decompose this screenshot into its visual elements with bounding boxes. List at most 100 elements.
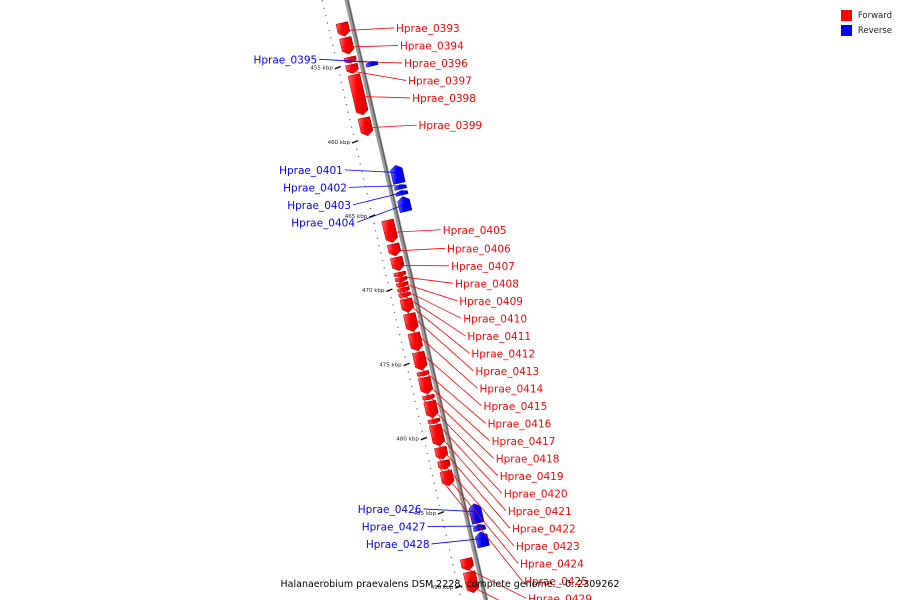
gene-label[interactable]: Hprae_0415 [484, 401, 548, 413]
scale-minor-tick [374, 230, 377, 232]
label-leader-line [398, 296, 470, 354]
gene-label[interactable]: Hprae_0406 [447, 243, 511, 255]
gene-label[interactable]: Hprae_0428 [366, 539, 430, 551]
gene-label[interactable]: Hprae_0423 [516, 541, 580, 553]
label-leader-line [438, 466, 519, 564]
gene-label[interactable]: Hprae_0412 [471, 348, 535, 360]
gene-label[interactable]: Hprae_0427 [362, 521, 426, 533]
label-leader-line [348, 185, 407, 188]
gene-arrow[interactable] [411, 350, 428, 371]
gene-arrow[interactable] [398, 291, 412, 298]
gene-label[interactable]: Hprae_0425 [524, 576, 588, 588]
scale-minor-tick [321, 0, 324, 2]
gene-label[interactable]: Hprae_0419 [500, 471, 564, 483]
gene-label[interactable]: Hprae_0413 [475, 366, 539, 378]
gene-label[interactable]: Hprae_0408 [455, 278, 519, 290]
gene-label[interactable]: Hprae_0396 [404, 58, 468, 70]
scale-minor-tick [435, 489, 437, 492]
gene-arrow[interactable] [365, 61, 379, 68]
gene-label[interactable]: Hprae_0405 [443, 225, 507, 237]
gene-arrow[interactable] [339, 36, 355, 55]
gene-label[interactable]: Hprae_0429 [528, 593, 592, 600]
gene-label[interactable]: Hprae_0397 [408, 75, 472, 87]
gene-arrow[interactable] [403, 312, 419, 332]
scale-minor-tick [343, 96, 346, 98]
gene-arrow[interactable] [427, 417, 441, 424]
gene-arrow[interactable] [381, 218, 398, 243]
gene-label[interactable]: Hprae_0420 [504, 488, 568, 500]
label-layer: Hprae_0393 Hprae_0394 Hprae_0396 Hprae_0397… [253, 23, 592, 600]
label-leader-line [337, 27, 394, 32]
scale-minor-tick [333, 52, 336, 54]
gene-arrow[interactable] [463, 570, 480, 594]
label-leader-line [409, 343, 482, 407]
gene-arrow[interactable] [390, 165, 406, 185]
gene-label[interactable]: Hprae_0407 [451, 261, 515, 273]
label-leader-line [414, 362, 486, 424]
label-leader-line [388, 247, 446, 252]
gene-label[interactable]: Hprae_0402 [283, 182, 347, 194]
gene-arrow[interactable] [434, 445, 449, 460]
gene-label[interactable]: Hprae_0394 [400, 40, 464, 52]
gene-label[interactable]: Hprae_0411 [467, 331, 531, 343]
label-leader-line [352, 191, 408, 206]
gene-arrow[interactable] [395, 280, 409, 288]
scale-minor-tick [352, 133, 354, 136]
scale-minor-tick [421, 430, 423, 432]
gene-arrow[interactable] [416, 370, 430, 377]
gene-arrow[interactable] [475, 531, 490, 549]
scale-major-tick [368, 214, 376, 218]
gene-arrow[interactable] [357, 116, 374, 136]
gene-label[interactable]: Hprae_0399 [418, 120, 482, 132]
scale-tick-label: 470 kbp [362, 288, 385, 294]
gene-arrow[interactable] [417, 375, 434, 395]
scale-minor-tick [397, 326, 399, 329]
gene-label[interactable]: Hprae_0422 [512, 523, 576, 535]
label-leader-line [396, 285, 462, 319]
gene-label[interactable]: Hprae_0418 [496, 453, 560, 465]
scale-minor-tick [381, 259, 384, 262]
gene-label[interactable]: Hprae_0414 [479, 383, 543, 395]
scale-tick-label: 485 kbp [414, 511, 437, 517]
gene-arrow[interactable] [389, 255, 405, 271]
scale-minor-tick [383, 267, 385, 269]
gene-arrow[interactable] [428, 423, 446, 447]
scale-major-tick [403, 362, 410, 367]
label-leader-line [397, 291, 466, 337]
scale-minor-tick [345, 104, 348, 106]
gene-label[interactable]: Hprae_0417 [492, 436, 556, 448]
label-leader-line [356, 202, 411, 223]
label-leader-line [405, 323, 478, 389]
gene-label[interactable]: Hprae_0424 [520, 558, 584, 570]
gene-label[interactable]: Hprae_0416 [488, 418, 552, 430]
gene-label[interactable]: Hprae_0410 [463, 313, 527, 325]
gene-arrow[interactable] [347, 73, 369, 116]
scale-ruler: 455 kbp 460 kbp 465 kbp 470 kbp 475 kbp 480 k… [310, 0, 462, 596]
scale-minor-tick [436, 497, 439, 499]
scale-minor-tick [325, 14, 327, 17]
scale-minor-tick [390, 296, 392, 299]
scale-minor-tick [378, 244, 380, 247]
gene-label[interactable]: Hprae_0395 [253, 54, 317, 66]
gene-arrow[interactable] [399, 297, 415, 313]
gene-arrow[interactable] [335, 21, 351, 37]
gene-label[interactable]: Hprae_0403 [287, 200, 351, 212]
gene-label[interactable]: Hprae_0421 [508, 506, 572, 518]
scale-minor-tick [428, 460, 430, 462]
scale-minor-tick [369, 207, 372, 210]
scale-major-tick [420, 436, 428, 441]
scale-minor-tick [454, 571, 456, 573]
scale-minor-tick [393, 311, 396, 314]
gene-label[interactable]: Hprae_0409 [459, 296, 523, 308]
label-leader-line [352, 95, 411, 99]
scale-minor-tick [404, 356, 406, 358]
scale-minor-tick [326, 22, 329, 24]
gene-label[interactable]: Hprae_0404 [291, 217, 355, 229]
gene-label[interactable]: Hprae_0426 [358, 504, 422, 516]
gene-arrow[interactable] [386, 242, 402, 257]
label-leader-line [461, 565, 527, 599]
gene-label[interactable]: Hprae_0401 [279, 165, 343, 177]
gene-label[interactable]: Hprae_0398 [412, 93, 476, 105]
label-leader-line [423, 508, 482, 513]
gene-label[interactable]: Hprae_0393 [396, 23, 460, 35]
